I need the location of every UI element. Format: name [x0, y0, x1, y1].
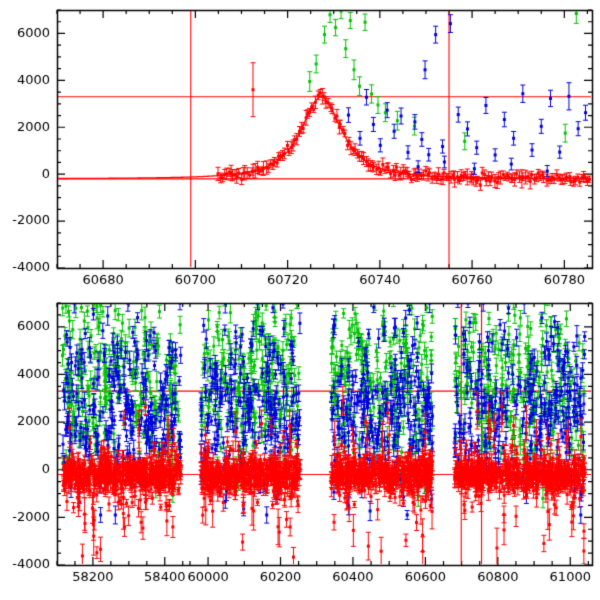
plot-canvas: [0, 0, 600, 600]
microlensing-lightcurve-figure: [0, 0, 600, 600]
